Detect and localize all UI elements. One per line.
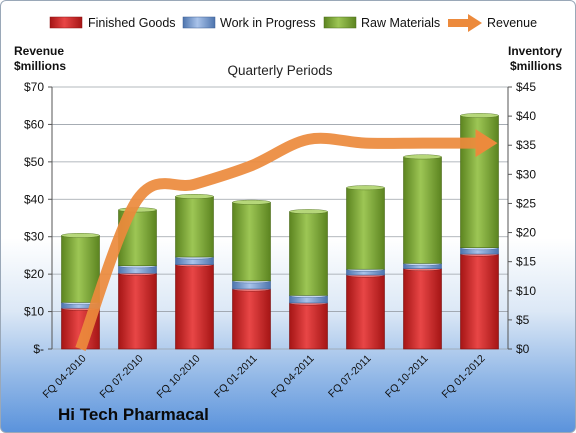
- right-tick-label: $35: [516, 138, 536, 152]
- legend-arrowhead-revenue: [468, 14, 482, 32]
- x-tick-label: FQ 04-2011: [269, 353, 317, 401]
- legend-item-revenue: Revenue: [448, 14, 537, 32]
- right-tick-label: $15: [516, 255, 536, 269]
- bar-finished-goods: [118, 273, 157, 350]
- right-axis-title-line-2: $millions: [510, 59, 562, 73]
- left-tick-label: $50: [24, 155, 44, 169]
- right-axis-title-line-1: Inventory: [508, 44, 562, 58]
- x-axis-ticks: FQ 04-2010 FQ 07-2010 FQ 10-2010 FQ 01-2011…: [41, 353, 488, 401]
- bars: [61, 113, 499, 350]
- right-tick-label: $45: [516, 80, 536, 94]
- legend-item-work-in-progress: Work in Progress: [182, 16, 316, 30]
- x-tick-label: FQ 07-2010: [98, 353, 146, 401]
- bar-raw-materials: [232, 201, 271, 282]
- bar-raw-materials: [61, 235, 100, 303]
- bar-cap-raw-materials: [346, 185, 385, 191]
- x-tick-label: FQ 01-2012: [440, 353, 488, 401]
- bar-finished-goods: [289, 302, 328, 350]
- bar-cap-raw-materials: [232, 199, 271, 205]
- bar-raw-materials: [346, 187, 385, 270]
- right-tick-label: $20: [516, 226, 536, 240]
- right-tick-label: $40: [516, 109, 536, 123]
- right-tick-label: $25: [516, 196, 536, 210]
- right-axis-ticks: $0 $5 $10 $15 $20 $25 $30 $35 $40 $45: [507, 80, 536, 356]
- right-tick-label: $5: [516, 313, 530, 327]
- left-axis-title-line-2: $millions: [14, 59, 66, 73]
- legend: Finished Goods Work in Progress Raw Mate…: [49, 14, 537, 32]
- right-tick-label: $0: [516, 342, 530, 356]
- bar-cap-raw-materials: [289, 209, 328, 214]
- left-axis-title-line-1: Revenue: [14, 44, 64, 58]
- x-tick-label: FQ 04-2010: [41, 353, 89, 401]
- right-tick-label: $30: [516, 167, 536, 181]
- revenue-series: [75, 129, 498, 351]
- company-name: Hi Tech Pharmacal: [58, 405, 209, 424]
- legend-label-work-in-progress: Work in Progress: [220, 16, 316, 30]
- right-tick-label: $10: [516, 284, 536, 298]
- left-tick-label: $20: [24, 267, 44, 281]
- left-tick-label: $10: [24, 305, 44, 319]
- bar-raw-materials: [175, 196, 214, 258]
- x-tick-label: FQ 10-2010: [155, 353, 203, 401]
- left-tick-label: $-: [33, 342, 44, 356]
- left-tick-label: $60: [24, 117, 44, 131]
- revenue-arrowhead: [475, 129, 498, 158]
- bar-finished-goods: [346, 274, 385, 350]
- legend-label-raw-materials: Raw Materials: [361, 16, 440, 30]
- bar-finished-goods: [460, 253, 499, 350]
- legend-label-revenue: Revenue: [487, 16, 537, 30]
- revenue-line: [75, 132, 480, 351]
- bar-finished-goods: [403, 268, 442, 350]
- bar-cap-raw-materials: [61, 233, 100, 238]
- legend-swatch-finished-goods: [49, 16, 83, 29]
- left-tick-label: $70: [24, 80, 44, 94]
- legend-label-finished-goods: Finished Goods: [88, 16, 176, 30]
- left-axis-ticks: $- $10 $20 $30 $40 $50 $60 $70: [24, 80, 53, 356]
- left-tick-label: $30: [24, 230, 44, 244]
- bar-finished-goods: [175, 264, 214, 350]
- bar-cap-raw-materials: [175, 194, 214, 199]
- chart-title: Quarterly Periods: [227, 63, 332, 78]
- legend-swatch-work-in-progress: [182, 16, 216, 29]
- legend-swatch-raw-materials: [323, 16, 357, 29]
- bar-cap-raw-materials: [460, 113, 499, 118]
- bar-cap-raw-materials: [403, 154, 442, 160]
- legend-item-raw-materials: Raw Materials: [323, 16, 440, 30]
- bar-finished-goods: [232, 288, 271, 350]
- legend-item-finished-goods: Finished Goods: [49, 16, 176, 30]
- x-tick-label: FQ 07-2011: [326, 353, 374, 401]
- bar-raw-materials: [289, 211, 328, 296]
- left-tick-label: $40: [24, 192, 44, 206]
- bar-raw-materials: [403, 156, 442, 264]
- x-tick-label: FQ 01-2011: [212, 353, 260, 401]
- x-tick-label: FQ 10-2011: [383, 353, 431, 401]
